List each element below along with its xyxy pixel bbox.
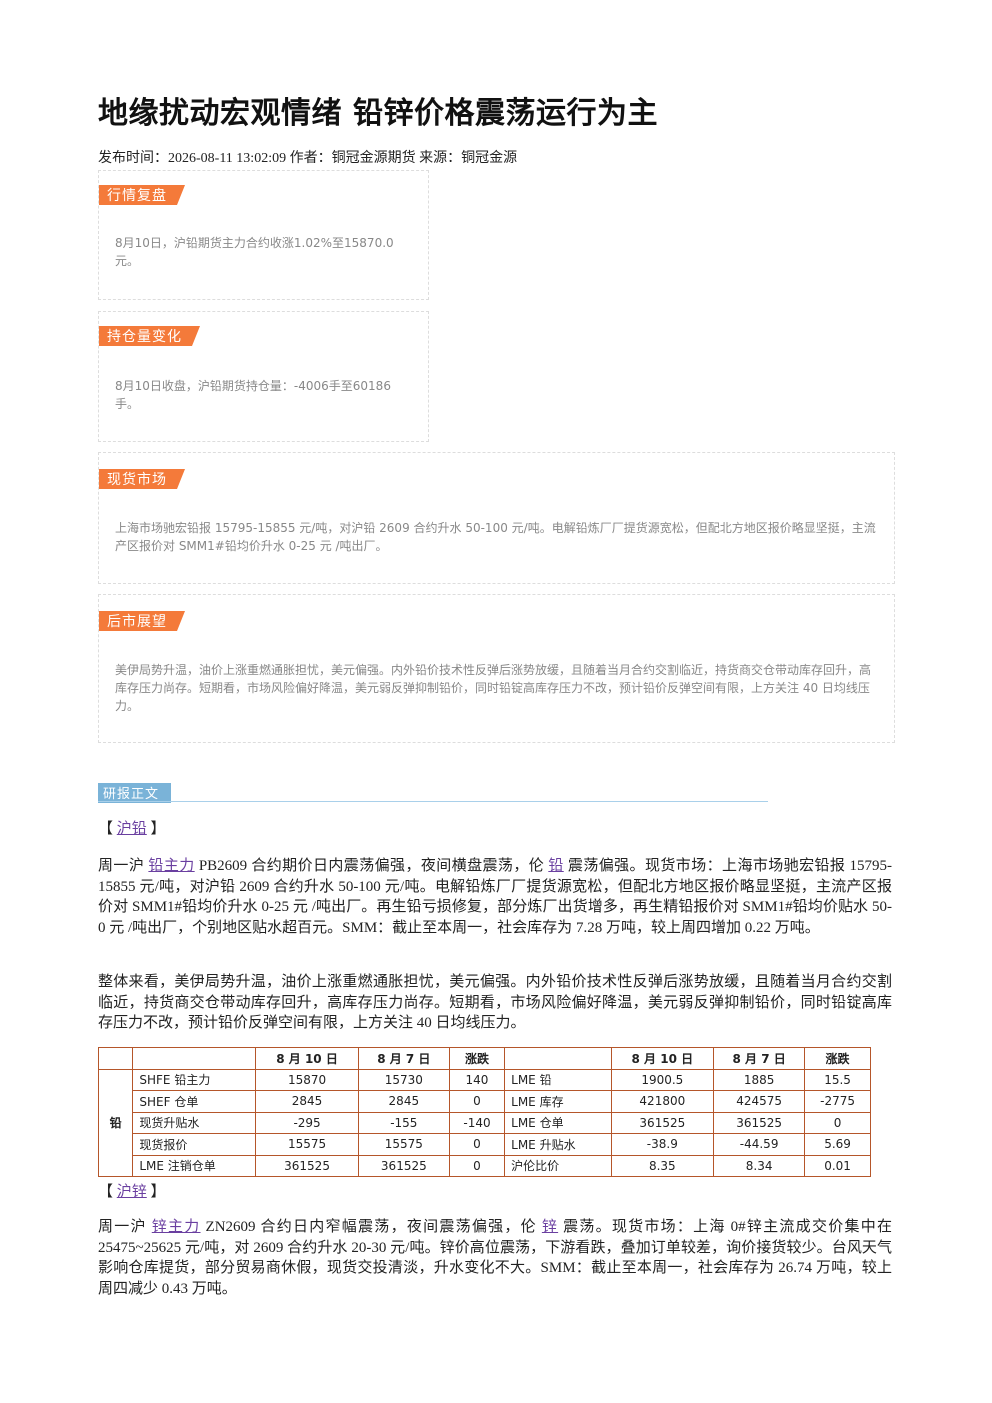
table-row: 铅 SHFE 铅主力 15870 15730 140 LME 铅 1900.5 1885 15.… [97, 1068, 871, 1177]
table-row: SHEF 仓单 2845 2845 0 LME 库存 421800 424575 -2775 [99, 1090, 871, 1113]
link[interactable]: 铅主力 [148, 858, 195, 874]
table-cell: 361525 [713, 1111, 806, 1134]
box-tag: 行情复盘 [99, 185, 185, 205]
table-cell: LME 注销仓单 [132, 1154, 257, 1177]
table-cell: LME 库存 [504, 1090, 612, 1113]
table-cell: -155 [357, 1111, 450, 1134]
table-cell: 现货报价 [132, 1133, 257, 1156]
table-cell: 15870 [255, 1068, 359, 1091]
text: PB2609 合约期价日内震荡偏强，夜间横盘震荡，伦 [194, 858, 549, 874]
table-cell: LME 仓单 [504, 1111, 612, 1134]
table-cell: 361525 [610, 1111, 715, 1134]
table-cell: 0 [448, 1090, 506, 1113]
table-cell: 涨跌 [448, 1047, 506, 1070]
table-cell: 5.69 [804, 1133, 871, 1156]
table-cell: 0.01 [804, 1154, 871, 1177]
box-tag: 持仓量变化 [99, 326, 200, 346]
text: 周一沪 [98, 1219, 152, 1235]
meta: 发布时间：2026-08-11 13:02:09 作者：铜冠金源期货 来源：铜冠… [98, 151, 518, 166]
table-cell: 0 [448, 1133, 506, 1156]
box-text: 8月10日收盘，沪铅期货持仓量：-4006手至60186手。 [115, 379, 391, 411]
text: 周一沪 [98, 858, 149, 874]
bracket: 】 [150, 821, 166, 837]
table-cell: -2775 [804, 1090, 871, 1113]
table-cell: 2845 [357, 1090, 450, 1113]
summary-box: 现货市场 上海市场驰宏铅报 15795-15855 元/吨，对沪铅 2609 合… [98, 452, 895, 584]
table-cell: 涨跌 [804, 1047, 871, 1070]
table-cell: 8 月 7 日 [357, 1047, 450, 1070]
link[interactable]: 锌主力 [151, 1219, 201, 1235]
heading: 【 沪锌 】 [98, 1182, 892, 1203]
summary-box: 行情复盘 8月10日，沪铅期货主力合约收涨1.02%至15870.0元。 [98, 170, 429, 300]
summary-box: 持仓量变化 8月10日收盘，沪铅期货持仓量：-4006手至60186手。 [98, 311, 429, 442]
box-text: 美伊局势升温，油价上涨重燃通胀担忧，美元偏强。内外铅价技术性反弹后涨势放缓，且随… [115, 663, 872, 713]
table-cell: 沪伦比价 [504, 1154, 612, 1177]
table-cell: 铅 [97, 1068, 134, 1177]
text: 震荡偏强。现货市场：上海市场驰宏铅报 15795-15855 元/吨，对沪铅 2… [98, 858, 892, 936]
table-cell: 8 月 10 日 [610, 1047, 715, 1070]
table-cell: 2845 [255, 1090, 359, 1113]
table-cell [97, 1047, 134, 1070]
box-tag: 现货市场 [99, 469, 185, 489]
text: 震荡。现货市场：上海 0#锌主流成交价集中在 25475~25625 元/吨，对… [98, 1219, 892, 1297]
link[interactable]: 锌 [541, 1219, 559, 1235]
table-cell: 15730 [357, 1068, 450, 1091]
table-cell: LME 升贴水 [504, 1133, 612, 1156]
table-cell: -44.59 [713, 1133, 806, 1156]
report-tag: 研报正文 [98, 783, 172, 803]
table-cell: SHEF 仓单 [132, 1090, 257, 1113]
table-cell [504, 1047, 612, 1070]
title: 地缘扰动宏观情绪 铅锌价格震荡运行为主 [98, 96, 658, 131]
bracket: 【 [98, 1184, 114, 1200]
table-cell: 15575 [357, 1133, 450, 1156]
table-cell: 15.5 [804, 1068, 871, 1091]
box-tag: 后市展望 [99, 611, 185, 631]
table-cell: 15575 [255, 1133, 359, 1156]
summary-box: 后市展望 美伊局势升温，油价上涨重燃通胀担忧，美元偏强。内外铅价技术性反弹后涨势… [98, 594, 895, 743]
table-cell: 361525 [255, 1154, 359, 1177]
table-cell: 1885 [713, 1068, 806, 1091]
table-cell: 8.34 [713, 1154, 806, 1177]
table-cell: 421800 [610, 1090, 715, 1113]
link[interactable]: 沪铅 [116, 821, 147, 837]
table-cell: 8.35 [610, 1154, 715, 1177]
table-cell: 140 [448, 1068, 506, 1091]
table-cell: -38.9 [610, 1133, 715, 1156]
link[interactable]: 沪锌 [116, 1184, 147, 1200]
table-cell: 0 [448, 1154, 506, 1177]
table-cell: SHFE 铅主力 [132, 1068, 257, 1091]
table-cell: 8 月 7 日 [713, 1047, 806, 1070]
table-cell: -295 [255, 1111, 359, 1134]
table-cell [132, 1047, 257, 1070]
bracket: 【 [98, 821, 114, 837]
table-row: LME 注销仓单 361525 361525 0 沪伦比价 8.35 8.34 0.01 [99, 1154, 871, 1177]
text: ZN2609 合约日内窄幅震荡，夜间震荡偏强，伦 [200, 1219, 542, 1235]
table-cell: 424575 [713, 1090, 806, 1113]
paragraph: 周一沪 锌主力 ZN2609 合约日内窄幅震荡，夜间震荡偏强，伦 锌 震荡。现货… [98, 1217, 892, 1299]
table-cell: -140 [448, 1111, 506, 1134]
table-row: 现货报价 15575 15575 0 LME 升贴水 -38.9 -44.59 5.69 [99, 1133, 871, 1156]
paragraph: 周一沪 铅主力 PB2609 合约期价日内震荡偏强，夜间横盘震荡，伦 铅 震荡偏… [98, 856, 892, 938]
table-cell: LME 铅 [504, 1068, 612, 1091]
table-cell: 8 月 10 日 [255, 1047, 359, 1070]
table-cell: 0 [804, 1111, 871, 1134]
divider [98, 801, 768, 802]
bracket: 】 [150, 1184, 166, 1200]
paragraph: 整体来看，美伊局势升温，油价上涨重燃通胀担忧，美元偏强。内外铅价技术性反弹后涨势… [98, 974, 892, 1031]
table-cell: 现货升贴水 [132, 1111, 257, 1134]
box-text: 上海市场驰宏铅报 15795-15855 元/吨，对沪铅 2609 合约升水 5… [115, 521, 876, 553]
box-text: 8月10日，沪铅期货主力合约收涨1.02%至15870.0元。 [115, 236, 394, 268]
table-row: 现货升贴水 -295 -155 -140 LME 仓单 361525 361525 0 [99, 1111, 871, 1134]
table-cell: 1900.5 [610, 1068, 715, 1091]
link[interactable]: 铅 [548, 858, 564, 874]
table-cell: 361525 [357, 1154, 450, 1177]
heading: 【 沪铅 】 [98, 819, 892, 840]
